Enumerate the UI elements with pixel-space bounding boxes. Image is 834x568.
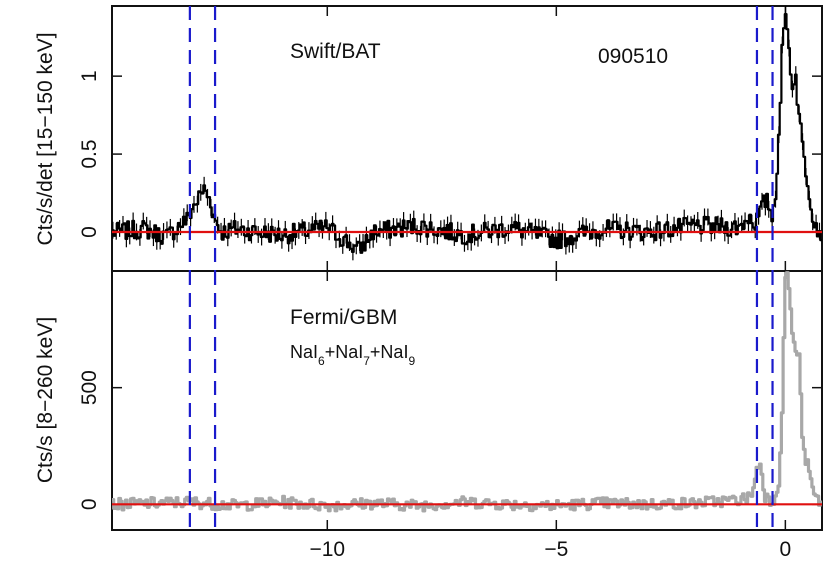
top-light-curve — [112, 13, 822, 254]
x-tick-label: −5 — [544, 538, 568, 561]
bottom-light-curve — [112, 271, 822, 513]
bottom-ytick-label: 0 — [78, 498, 101, 510]
x-tick-label: 0 — [780, 538, 792, 561]
top-y-axis-label: Cts/s/det [15−150 keV] — [34, 32, 57, 245]
top-instrument-label: Swift/BAT — [290, 40, 381, 63]
top-ytick-label: 1 — [78, 70, 101, 82]
top-ytick-label: 0.5 — [78, 139, 101, 168]
bottom-panel-frame — [111, 270, 823, 531]
x-tick-label: −10 — [309, 538, 345, 561]
bottom-y-axis-label: Cts/s [8−260 keV] — [34, 317, 57, 483]
top-burst-label: 090510 — [598, 45, 668, 68]
chart-marks: 0 0.5 1 0 500 −10 −5 0 — [78, 6, 822, 561]
bottom-instrument-label: Fermi/GBM — [290, 306, 397, 329]
bottom-ytick-label: 500 — [78, 370, 101, 405]
bottom-detectors-label: NaI6+NaI7+NaI9 — [290, 342, 415, 368]
top-ytick-label: 0 — [78, 226, 101, 238]
